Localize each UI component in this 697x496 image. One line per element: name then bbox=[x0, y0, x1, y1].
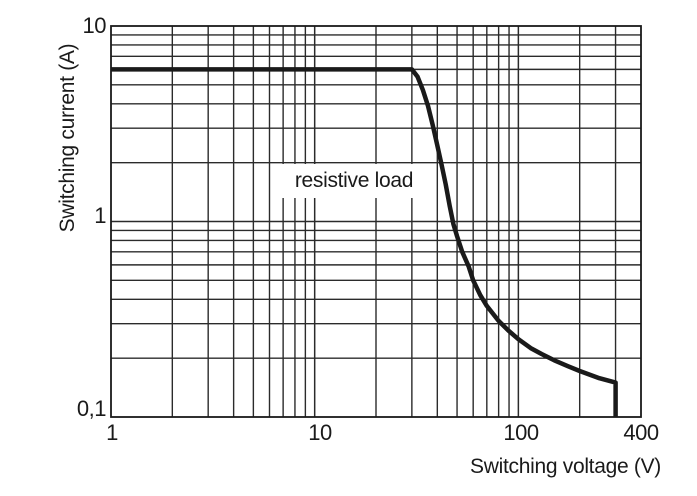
x-tick-label-400: 400 bbox=[623, 420, 659, 445]
x-tick-label-100: 100 bbox=[503, 420, 539, 445]
x-tick-label-1: 1 bbox=[106, 420, 118, 445]
curve-annotation-label: resistive load bbox=[279, 164, 429, 198]
x-axis-title: Switching voltage (V) bbox=[470, 455, 661, 478]
plot-border bbox=[110, 25, 642, 418]
y-axis-title: Switching current (A) bbox=[56, 43, 79, 233]
load-curve bbox=[111, 67, 618, 417]
y-tick-label-1: 1 bbox=[94, 203, 106, 228]
x-tick-label-10: 10 bbox=[308, 420, 332, 445]
y-tick-label-10: 10 bbox=[82, 13, 107, 38]
y-tick-label-0-1: 0,1 bbox=[76, 396, 107, 421]
